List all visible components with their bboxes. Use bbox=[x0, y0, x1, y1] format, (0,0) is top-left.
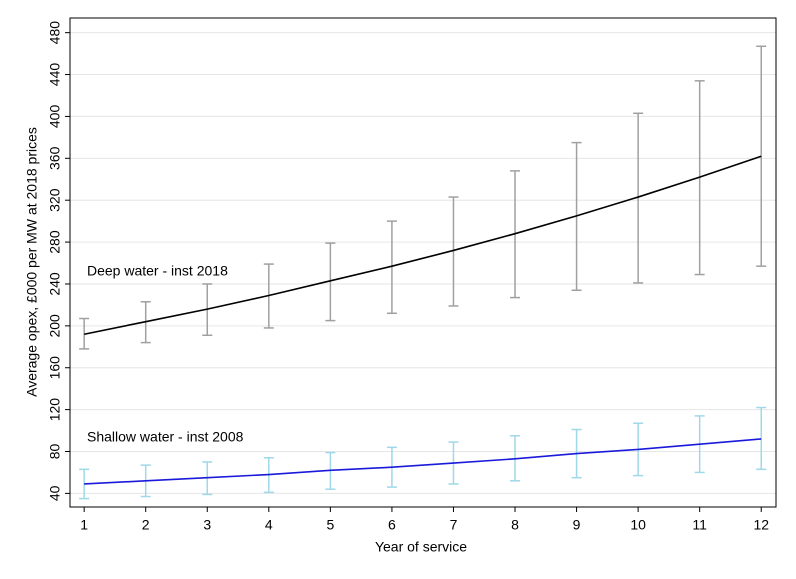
error-bar bbox=[448, 196, 459, 307]
x-tick-label: 7 bbox=[450, 517, 458, 533]
y-tick-label: 480 bbox=[47, 21, 63, 45]
series-label: Deep water - inst 2018 bbox=[87, 263, 228, 279]
x-tick-label: 4 bbox=[265, 517, 273, 533]
y-tick-label: 160 bbox=[47, 356, 63, 380]
plot-frame bbox=[69, 17, 777, 508]
x-tick-label: 5 bbox=[326, 517, 334, 533]
error-bar bbox=[756, 406, 767, 471]
x-tick-label: 9 bbox=[573, 517, 581, 533]
x-tick-label: 1 bbox=[80, 517, 88, 533]
error-bar bbox=[386, 220, 397, 315]
x-tick-label: 3 bbox=[203, 517, 211, 533]
y-tick-label: 40 bbox=[47, 485, 63, 501]
y-tick-label: 240 bbox=[47, 272, 63, 296]
x-tick-label: 11 bbox=[692, 517, 707, 533]
error-bar bbox=[79, 468, 90, 500]
y-tick-label: 360 bbox=[47, 146, 63, 170]
y-tick-label: 120 bbox=[47, 398, 63, 422]
series-line bbox=[83, 155, 762, 336]
y-tick-label: 440 bbox=[47, 63, 63, 87]
error-bar bbox=[633, 112, 644, 284]
y-tick-label: 200 bbox=[47, 314, 63, 338]
x-tick-label: 6 bbox=[388, 517, 396, 533]
x-tick-label: 8 bbox=[511, 517, 519, 533]
x-tick-label: 12 bbox=[753, 517, 769, 533]
y-tick-label: 320 bbox=[47, 188, 63, 212]
y-axis-label: Average opex, £000 per MW at 2018 prices bbox=[24, 127, 40, 397]
y-tick-label: 80 bbox=[47, 444, 63, 460]
y-tick-label: 400 bbox=[47, 105, 63, 129]
error-bar bbox=[325, 242, 336, 322]
series-label: Shallow water - inst 2008 bbox=[87, 429, 244, 445]
x-tick-label: 2 bbox=[142, 517, 150, 533]
series-line bbox=[84, 438, 762, 485]
y-tick-label: 280 bbox=[47, 230, 63, 254]
x-tick-label: 10 bbox=[630, 517, 646, 533]
x-axis-label: Year of service bbox=[375, 539, 467, 555]
